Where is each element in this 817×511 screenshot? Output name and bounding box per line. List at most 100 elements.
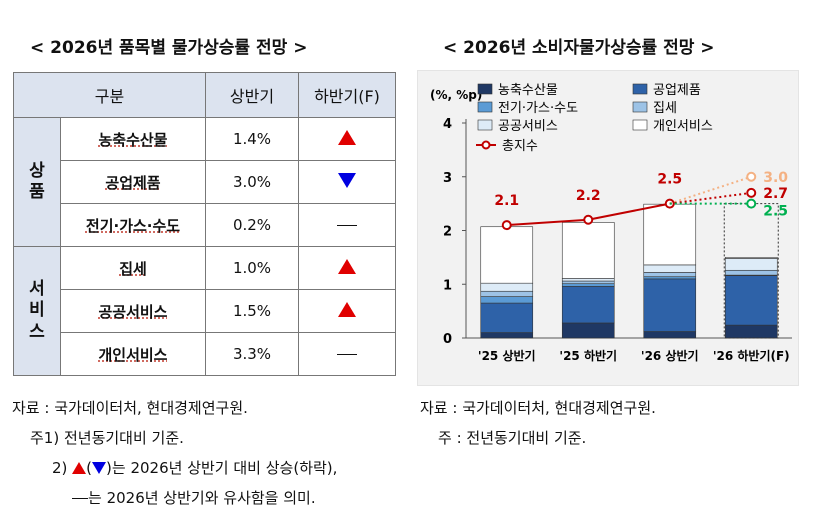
up-triangle-icon xyxy=(338,301,356,317)
h1-value: 1.5% xyxy=(205,289,299,333)
forecast-label: 2.5 xyxy=(763,204,788,220)
down-triangle-icon xyxy=(92,462,107,474)
note2-prefix: 2) xyxy=(52,459,73,477)
group-label: 상 품 xyxy=(13,117,61,247)
bar-segment xyxy=(480,332,534,339)
legend-swatch xyxy=(632,119,648,131)
bar-segment xyxy=(724,257,778,259)
total-index-point xyxy=(501,220,512,231)
item-label: 집세 xyxy=(119,259,147,278)
item-name: 개인서비스 xyxy=(60,332,206,376)
table-row: 공업제품 3.0% xyxy=(14,160,396,204)
legend-label: 총지수 xyxy=(502,139,538,154)
x-tick-label: '26 상반기 xyxy=(641,348,699,363)
bar-segment xyxy=(643,278,697,332)
item-label: 전기·가스·수도 xyxy=(85,216,181,235)
h2-outlook xyxy=(298,289,396,333)
item-name: 집세 xyxy=(60,246,206,290)
left-note-2: 2) ()는 2026년 상반기 대비 상승(하락), xyxy=(52,459,338,477)
bar-segment xyxy=(643,276,697,280)
item-label: 공공서비스 xyxy=(98,302,168,321)
item-label: 공업제품 xyxy=(105,173,161,192)
table-row: 전기·가스·수도 0.2% xyxy=(14,203,396,247)
forecast-bar-outline xyxy=(723,203,779,339)
x-tick-label: '25 상반기 xyxy=(478,348,536,363)
y-tick-label: 2 xyxy=(443,225,452,240)
y-tick-label: 1 xyxy=(443,278,452,293)
legend-swatch xyxy=(632,83,648,95)
item-name: 공공서비스 xyxy=(60,289,206,333)
legend-label: 공업제품 xyxy=(653,83,701,98)
right-title: < 2026년 소비자물가상승률 전망 > xyxy=(443,38,715,58)
forecast-label: 3.0 xyxy=(763,170,788,186)
table-row: 상 품 농축수산물 1.4% xyxy=(13,117,396,247)
note3-text: 는 2026년 상반기와 유사함을 의미. xyxy=(88,489,316,507)
forecast-label: 2.7 xyxy=(763,186,788,202)
total-index-label: 2.1 xyxy=(494,193,519,209)
bar-segment xyxy=(561,322,615,339)
x-tick-label: '26 하반기(F) xyxy=(713,348,790,363)
forecast-point xyxy=(746,198,757,209)
y-tick-label: 4 xyxy=(443,117,452,132)
bar-segment xyxy=(643,203,697,266)
table-row: 개인서비스 3.3% xyxy=(14,332,396,376)
h1-value: 1.4% xyxy=(205,117,299,161)
item-label: 개인서비스 xyxy=(98,345,168,364)
up-triangle-icon xyxy=(338,258,356,274)
h1-value: 3.3% xyxy=(205,332,299,376)
down-triangle-icon xyxy=(338,172,356,188)
left-title: < 2026년 품목별 물가상승률 전망 > xyxy=(30,38,308,58)
left-note-3: 는 2026년 상반기와 유사함을 의미. xyxy=(72,487,316,508)
bar-segment xyxy=(561,283,615,287)
bar-segment xyxy=(561,278,615,282)
bar-segment xyxy=(561,286,615,324)
header-h1: 상반기 xyxy=(205,72,299,118)
legend-label: 농축수산물 xyxy=(498,83,558,98)
bar-segment xyxy=(480,296,534,304)
legend-line-marker xyxy=(481,140,491,150)
chart-panel: (%, %p) 0 1 2 3 4 '25 상반기 '25 하반기 '26 상반기 '26 하반기… xyxy=(417,70,799,386)
dash-icon xyxy=(337,354,357,355)
legend-swatch xyxy=(477,83,493,95)
h2-outlook xyxy=(298,203,396,247)
left-note-1: 주1) 전년동기대비 기준. xyxy=(30,429,184,447)
h2-outlook xyxy=(298,332,396,376)
h1-value: 1.0% xyxy=(205,246,299,290)
bar-segment xyxy=(561,222,615,279)
total-index-label: 2.5 xyxy=(657,172,682,188)
item-name: 농축수산물 xyxy=(60,117,206,161)
total-index-label: 2.2 xyxy=(576,188,601,204)
bar-segment xyxy=(480,302,534,333)
h2-outlook xyxy=(298,246,396,290)
bar-segment xyxy=(480,290,534,297)
item-name: 공업제품 xyxy=(60,160,206,204)
h2-outlook xyxy=(298,117,396,161)
bar-segment xyxy=(480,226,534,284)
group-label: 서 비 스 xyxy=(13,246,61,376)
bar-segment xyxy=(724,275,778,326)
bar-segment xyxy=(643,264,697,273)
legend-swatch xyxy=(477,101,493,113)
bar-segment xyxy=(561,280,615,285)
bar-segment xyxy=(724,324,778,339)
table-row: 서 비 스 집세 1.0% xyxy=(13,246,396,376)
y-axis-label: (%, %p) xyxy=(430,88,482,102)
bar-segment xyxy=(724,258,778,271)
table-header-row: 구분 상반기 하반기(F) xyxy=(13,72,396,118)
item-name: 전기·가스·수도 xyxy=(60,203,206,247)
forecast-table: 구분 상반기 하반기(F) 상 품 농축수산물 1.4% 공업제품 3.0% 전기·가스·… xyxy=(13,72,396,376)
legend-label: 전기·가스·수도 xyxy=(498,101,578,116)
legend-label: 집세 xyxy=(653,101,677,116)
legend-swatch xyxy=(632,101,648,113)
h2-outlook xyxy=(298,160,396,204)
h1-value: 3.0% xyxy=(205,160,299,204)
cpi-chart: (%, %p) 0 1 2 3 4 '25 상반기 '25 하반기 '26 상반기 '26 하반기… xyxy=(430,83,792,363)
dash-icon xyxy=(72,498,88,499)
right-source-note: 자료 : 국가데이터처, 현대경제연구원. xyxy=(420,399,656,417)
h1-value: 0.2% xyxy=(205,203,299,247)
legend-label: 개인서비스 xyxy=(653,119,713,134)
y-tick-label: 3 xyxy=(443,171,452,186)
header-h2: 하반기(F) xyxy=(298,72,396,118)
forecast-line xyxy=(669,175,752,205)
note2-text: 는 2026년 상반기 대비 상승(하락), xyxy=(111,459,338,477)
